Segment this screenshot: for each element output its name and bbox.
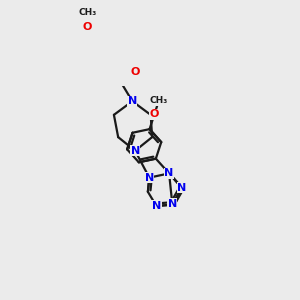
Text: O: O — [130, 67, 140, 76]
Text: O: O — [150, 109, 159, 119]
Text: O: O — [82, 22, 92, 32]
Text: N: N — [177, 182, 187, 193]
Text: N: N — [168, 199, 177, 209]
Text: CH₃: CH₃ — [79, 8, 97, 17]
Text: N: N — [145, 172, 154, 183]
Text: N: N — [128, 96, 137, 106]
Text: N: N — [164, 168, 174, 178]
Text: CH₃: CH₃ — [150, 96, 168, 105]
Text: N: N — [152, 201, 161, 211]
Text: N: N — [130, 146, 140, 156]
Text: CH₃: CH₃ — [79, 8, 97, 17]
